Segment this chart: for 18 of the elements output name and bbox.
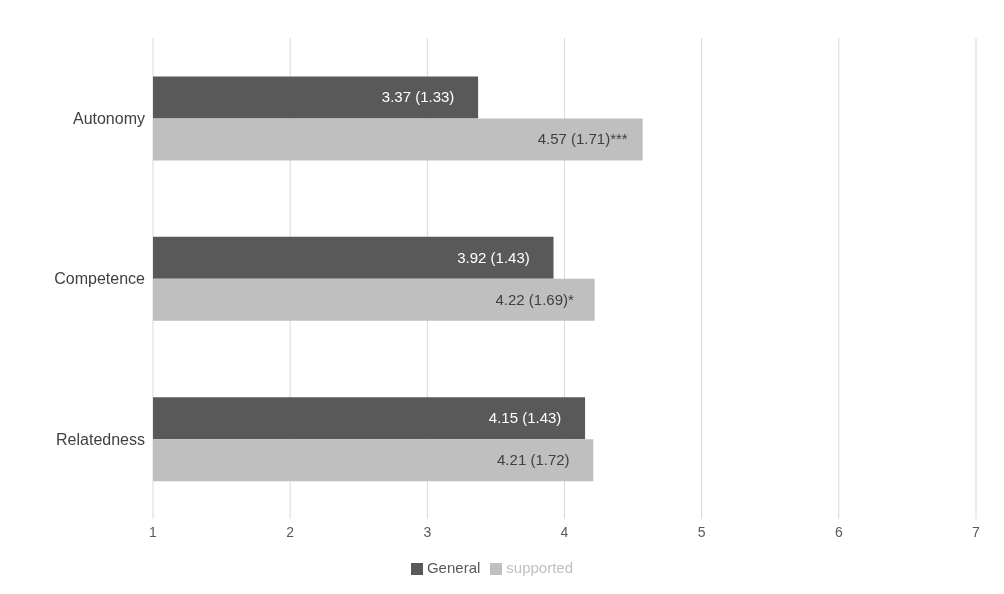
- y-tick-label: Autonomy: [72, 109, 145, 127]
- y-tick-label: Competence: [54, 270, 146, 288]
- x-tick-label: 3: [423, 523, 432, 540]
- data-label: 4.57 (1.71)***: [537, 130, 628, 148]
- x-tick-label: 5: [697, 523, 706, 540]
- y-tick-label: Relatedness: [56, 430, 145, 448]
- data-label: 3.37 (1.33): [381, 88, 455, 106]
- data-label: 4.22 (1.69)*: [495, 290, 575, 308]
- x-tick-label: 7: [972, 523, 981, 540]
- legend-label: General: [426, 559, 481, 576]
- x-tick-label: 2: [286, 523, 295, 540]
- x-tick-label: 4: [560, 523, 569, 540]
- x-tick-label: 1: [149, 523, 158, 540]
- data-label: 4.21 (1.72): [497, 451, 570, 469]
- data-label: 4.15 (1.43): [488, 409, 562, 427]
- legend-label: supported: [506, 559, 574, 576]
- x-tick-label: 6: [834, 523, 843, 540]
- data-label: 3.92 (1.43): [457, 248, 530, 266]
